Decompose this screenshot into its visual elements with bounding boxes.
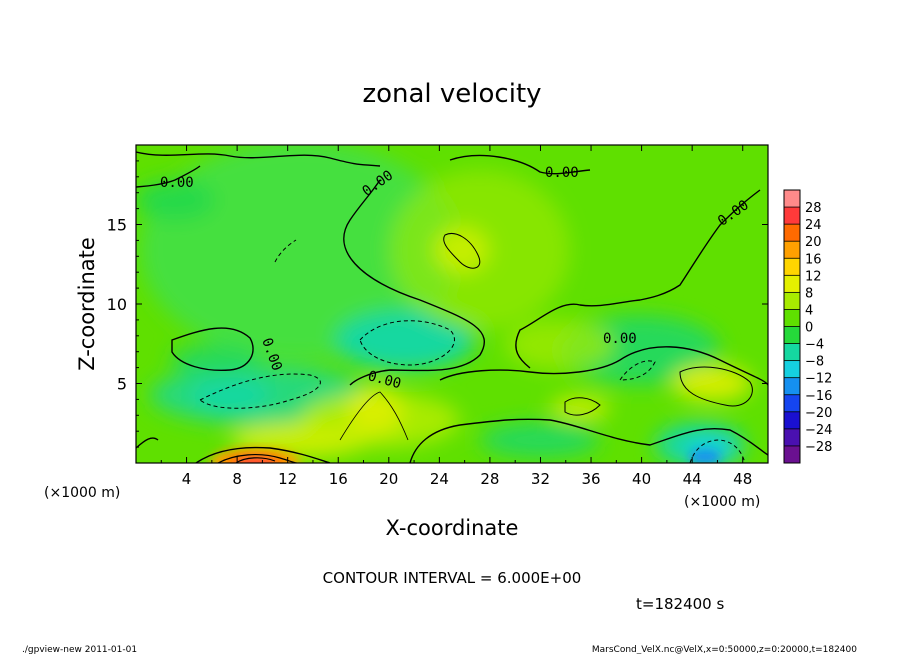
x-tick-label: 12	[278, 470, 297, 488]
x-tick-label: 32	[531, 470, 550, 488]
footer-left: ./gpview-new 2011-01-01	[22, 645, 137, 654]
colorbar-swatch	[784, 428, 800, 447]
colorbar-swatch	[784, 326, 800, 345]
time-text: t=182400 s	[636, 595, 724, 613]
colorbar-swatch	[784, 258, 800, 276]
colorbar-swatch	[784, 377, 800, 396]
x-axis-label: X-coordinate	[386, 516, 519, 540]
colorbar-tick-label: −28	[805, 440, 832, 455]
colorbar-tick-label: 24	[805, 218, 822, 233]
colorbar-tick-label: −4	[805, 338, 824, 353]
y-axis-label: Z-coordinate	[75, 237, 99, 371]
plot-area: 0.00 0.00 0.00 0.00 0.00 0.00 0.00	[136, 145, 768, 463]
x-unit-label-left: (×1000 m)	[44, 485, 120, 501]
colorbar-swatch	[784, 411, 800, 430]
colorbar-tick-label: −20	[805, 406, 832, 421]
y-tick-label: 5	[117, 375, 127, 394]
y-tick-label: 15	[107, 216, 127, 235]
colorbar-swatch	[784, 292, 800, 310]
colorbar-swatch	[784, 190, 800, 208]
x-tick-label: 20	[379, 470, 398, 488]
colorbar-tick-label: 20	[805, 235, 822, 250]
y-tick-label: 10	[107, 295, 127, 314]
colorbar-tick-label: −16	[805, 389, 832, 404]
colorbar-tick-label: 28	[805, 201, 822, 216]
colorbar-tick-label: 0	[805, 321, 813, 336]
colorbar-swatch	[784, 360, 800, 379]
y-axis: 5 10 15	[107, 160, 768, 448]
colorbar-swatch	[784, 224, 800, 242]
colorbar-tick-label: 12	[805, 269, 822, 284]
x-tick-label: 24	[430, 470, 449, 488]
colorbar-swatch	[784, 241, 800, 259]
colorbar-swatch	[784, 207, 800, 225]
colorbar-swatch	[784, 445, 800, 464]
footer-right: MarsCond_VelX.nc@VelX,x=0:50000,z=0:2000…	[592, 645, 857, 654]
x-tick-label: 8	[232, 470, 242, 488]
colorbar-tick-label: 8	[805, 286, 813, 301]
x-tick-label: 16	[329, 470, 348, 488]
colorbar-swatch	[784, 309, 800, 327]
x-tick-label: 4	[182, 470, 192, 488]
x-axis: 4 8 12 16 20 24 28 32 36 40 44 48	[160, 145, 752, 488]
x-tick-label: 44	[683, 470, 702, 488]
chart-title: zonal velocity	[362, 79, 541, 109]
x-tick-label: 28	[480, 470, 499, 488]
x-tick-label: 36	[581, 470, 600, 488]
colorbar-tick-label: 4	[805, 303, 813, 318]
contour-interval-text: CONTOUR INTERVAL = 6.000E+00	[323, 569, 582, 587]
field-extrema	[210, 448, 721, 463]
negative-contours	[199, 239, 746, 463]
colorbar: 28 24 20 16 12 8 4 0 −4 −8 −12 −16 −20 −24 −28	[783, 189, 832, 464]
colorbar-swatch	[784, 394, 800, 413]
x-tick-label: 48	[733, 470, 752, 488]
contour-label: 0.00	[160, 175, 194, 191]
contour-label: 0.00	[603, 331, 637, 347]
colorbar-tick-label: 16	[805, 252, 822, 267]
x-unit-label-right: (×1000 m)	[684, 494, 760, 510]
colorbar-tick-label: −12	[805, 372, 832, 387]
colorbar-swatch	[784, 275, 800, 293]
contour-label: 0.00	[545, 165, 579, 181]
colorbar-tick-label: −8	[805, 355, 824, 370]
colorbar-swatch	[784, 343, 800, 362]
x-tick-label: 40	[632, 470, 651, 488]
colorbar-tick-label: −24	[805, 423, 832, 438]
